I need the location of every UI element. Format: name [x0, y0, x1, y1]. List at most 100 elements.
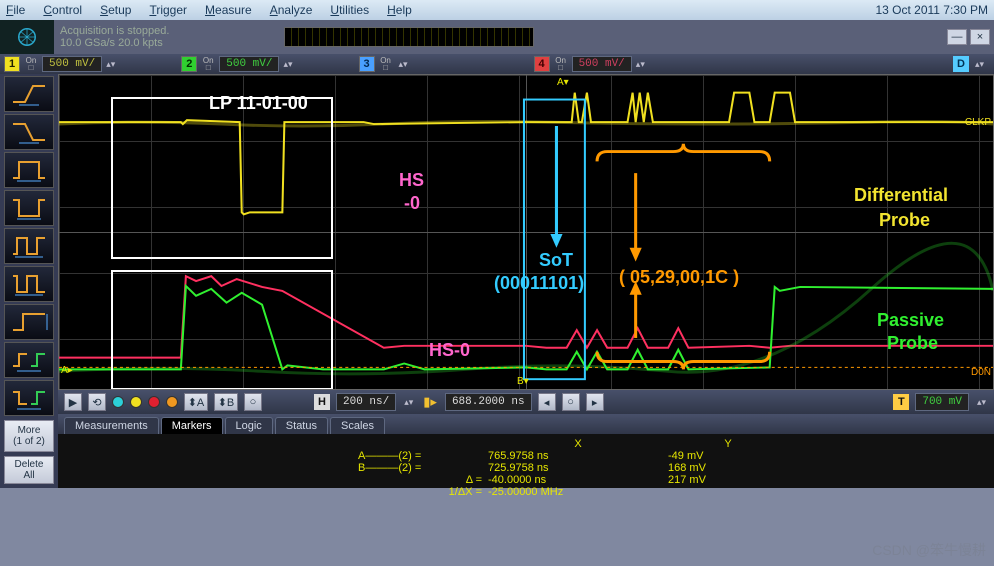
- menu-setup[interactable]: Setup: [100, 3, 131, 17]
- dot-orange[interactable]: [166, 396, 178, 408]
- h-badge: H: [314, 394, 330, 410]
- digital-d-button[interactable]: D: [953, 56, 969, 72]
- delay-left[interactable]: ◂: [538, 393, 556, 411]
- tool-period[interactable]: [4, 228, 54, 264]
- horizontal-controls: ▶ ⟲ ⬍A ⬍B ○ H 200 ns/ ▴▾ ▮▸ 688.2000 ns …: [58, 390, 994, 414]
- ch1-onoff[interactable]: On□: [22, 57, 40, 71]
- delete-all-button[interactable]: Delete All: [4, 456, 54, 484]
- channel-4[interactable]: 4 On□ 500 mV/ ▴▾: [534, 56, 647, 72]
- anno-box-lp: [111, 97, 333, 259]
- ch2-onoff[interactable]: On□: [199, 57, 217, 71]
- tab-status[interactable]: Status: [275, 417, 328, 434]
- ch2-badge[interactable]: 2: [181, 56, 197, 72]
- acq-line1: Acquisition is stopped.: [60, 25, 278, 37]
- tab-scales[interactable]: Scales: [330, 417, 385, 434]
- dot-yellow[interactable]: [130, 396, 142, 408]
- minimize-button[interactable]: —: [947, 29, 967, 45]
- trig-level-readout[interactable]: 700 mV: [915, 393, 969, 411]
- ch4-onoff[interactable]: On□: [552, 57, 570, 71]
- tool-pos-width[interactable]: [4, 152, 54, 188]
- brand-logo: [0, 20, 54, 54]
- channel-3[interactable]: 3 On□ ▴▾: [359, 56, 410, 72]
- ch2-scale[interactable]: 500 mV/: [219, 56, 279, 72]
- menu-analyze[interactable]: Analyze: [270, 3, 313, 17]
- label-don: D0N: [971, 367, 991, 378]
- tool-delay1[interactable]: [4, 342, 54, 378]
- more-button[interactable]: More(1 of 2): [4, 420, 54, 452]
- scope-display-area: LP 11-01-00 HS -0 SoT (00011101) ( 05,29…: [58, 74, 994, 488]
- menu-control[interactable]: Control: [43, 3, 82, 17]
- tab-logic[interactable]: Logic: [225, 417, 273, 434]
- anno-hs0c: HS-0: [429, 340, 470, 361]
- watermark: CSDN @笨牛慢耕: [872, 540, 986, 560]
- tool-fall-time[interactable]: [4, 114, 54, 150]
- marker-b-btn[interactable]: ⬍B: [214, 393, 238, 411]
- delay-readout[interactable]: 688.2000 ns: [445, 393, 532, 411]
- ch3-onoff[interactable]: On□: [377, 57, 395, 71]
- tool-freq[interactable]: [4, 266, 54, 302]
- ch1-badge[interactable]: 1: [4, 56, 20, 72]
- waveform-display[interactable]: LP 11-01-00 HS -0 SoT (00011101) ( 05,29…: [58, 74, 994, 390]
- close-button[interactable]: ×: [970, 29, 990, 45]
- anno-hs0a: HS: [399, 170, 424, 191]
- tool-rise-time[interactable]: [4, 76, 54, 112]
- ch3-stepper[interactable]: ▴▾: [397, 59, 410, 70]
- channel-strip: 1 On□ 500 mV/ ▴▾ 2 On□ 500 mV/ ▴▾ 3 On□ …: [0, 54, 994, 74]
- menu-file[interactable]: File: [6, 3, 25, 17]
- marker-ax: A▾: [557, 77, 569, 88]
- tab-markers[interactable]: Markers: [161, 417, 223, 434]
- trig-pos-icon: ▮▸: [423, 394, 437, 410]
- trig-stepper[interactable]: ▴▾: [975, 397, 988, 408]
- anno-diff1: Differential: [854, 185, 948, 206]
- menu-utilities[interactable]: Utilities: [330, 3, 369, 17]
- timebase-readout[interactable]: 200 ns/: [336, 393, 396, 411]
- menu-measure[interactable]: Measure: [205, 3, 252, 17]
- anno-hs0b: -0: [404, 193, 420, 214]
- window-buttons: — ×: [947, 29, 994, 45]
- ch3-badge[interactable]: 3: [359, 56, 375, 72]
- mini-waveform-overview[interactable]: [284, 27, 534, 47]
- delay-zero[interactable]: ○: [562, 393, 580, 411]
- channel-1[interactable]: 1 On□ 500 mV/ ▴▾: [4, 56, 117, 72]
- marker-a-btn[interactable]: ⬍A: [184, 393, 208, 411]
- prev-button[interactable]: ⟲: [88, 393, 106, 411]
- tab-measurements[interactable]: Measurements: [64, 417, 159, 434]
- bottom-tabs: Measurements Markers Logic Status Scales: [58, 414, 994, 434]
- delay-right[interactable]: ▸: [586, 393, 604, 411]
- top-strip: Acquisition is stopped. 10.0 GSa/s 20.0 …: [0, 20, 994, 54]
- clear-btn[interactable]: ○: [244, 393, 262, 411]
- tool-delay2[interactable]: [4, 380, 54, 416]
- menu-trigger[interactable]: Trigger: [149, 3, 187, 17]
- markers-panel: XY A———(2) =765.9758 ns-49 mV B———(2) =7…: [58, 434, 994, 488]
- datetime-label: 13 Oct 2011 7:30 PM: [875, 3, 988, 17]
- ch4-badge[interactable]: 4: [534, 56, 550, 72]
- ch2-stepper[interactable]: ▴▾: [281, 59, 294, 70]
- label-clkp: CLKP: [965, 117, 991, 128]
- ch1-scale[interactable]: 500 mV/: [42, 56, 102, 72]
- acquisition-status: Acquisition is stopped. 10.0 GSa/s 20.0 …: [54, 23, 284, 51]
- anno-pass1: Passive: [877, 310, 944, 331]
- anno-lp: LP 11-01-00: [209, 93, 308, 114]
- marker-ay: A▸: [61, 365, 73, 376]
- anno-box-lower: [111, 270, 333, 390]
- d-stepper[interactable]: ▴▾: [973, 59, 986, 70]
- main-row: More(1 of 2) Delete All: [0, 74, 994, 488]
- dot-red[interactable]: [148, 396, 160, 408]
- acq-line2: 10.0 GSa/s 20.0 kpts: [60, 37, 278, 49]
- anno-pkt: ( 05,29,00,1C ): [619, 267, 739, 288]
- run-button[interactable]: ▶: [64, 393, 82, 411]
- channel-2[interactable]: 2 On□ 500 mV/ ▴▾: [181, 56, 294, 72]
- marker-bx: B▾: [517, 376, 529, 387]
- timebase-stepper[interactable]: ▴▾: [402, 397, 415, 408]
- ch4-stepper[interactable]: ▴▾: [634, 59, 647, 70]
- menu-help[interactable]: Help: [387, 3, 412, 17]
- ch1-stepper[interactable]: ▴▾: [104, 59, 117, 70]
- tool-neg-width[interactable]: [4, 190, 54, 226]
- menu-bar: File Control Setup Trigger Measure Analy…: [0, 0, 994, 20]
- t-badge: T: [893, 394, 909, 410]
- anno-pass2: Probe: [887, 333, 938, 354]
- dot-cyan[interactable]: [112, 396, 124, 408]
- tool-amplitude[interactable]: [4, 304, 54, 340]
- ch4-scale[interactable]: 500 mV/: [572, 56, 632, 72]
- anno-sot2: (00011101): [494, 273, 584, 294]
